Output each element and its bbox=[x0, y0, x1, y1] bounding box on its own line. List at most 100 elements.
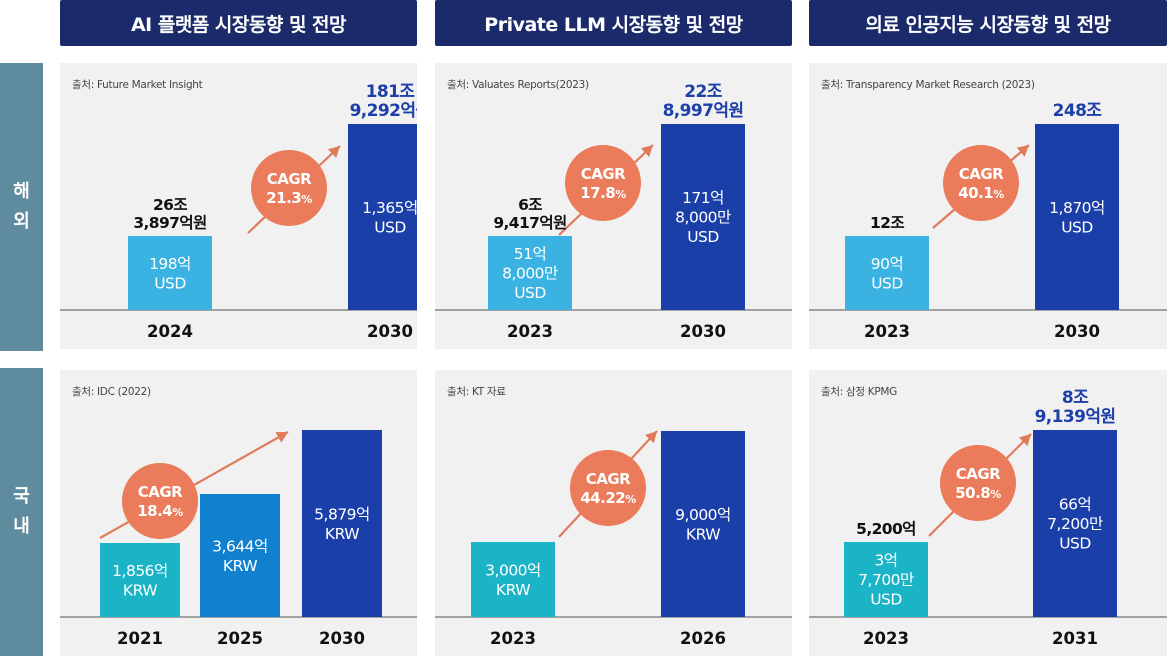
bar-label: USD bbox=[154, 274, 186, 292]
bar bbox=[661, 431, 745, 617]
x-tick-label: 2023 bbox=[864, 322, 910, 341]
bar-label: 3,644억 bbox=[212, 537, 268, 555]
cagr-label: CAGR bbox=[138, 483, 183, 501]
total-label: 22조 bbox=[684, 82, 722, 102]
cagr-label: CAGR bbox=[959, 165, 1004, 183]
bar-label: KRW bbox=[325, 525, 359, 543]
cagr-circle bbox=[122, 463, 198, 539]
chart-source: 출처: Future Market Insight bbox=[72, 79, 203, 91]
bar-label: USD bbox=[374, 218, 406, 236]
bar-label: 1,870억 bbox=[1049, 199, 1105, 217]
cagr-value: 40.1% bbox=[958, 184, 1004, 202]
chart-panel-overseas-ai-platform: 출처: Future Market Insight 198억 USD 2024 26조 3… bbox=[60, 63, 417, 349]
bar-label: KRW bbox=[496, 581, 530, 599]
total-label: 248조 bbox=[1053, 101, 1103, 121]
bar-label: 8,000만 bbox=[502, 265, 558, 283]
cagr-arrow-head bbox=[640, 145, 653, 157]
cagr-label: CAGR bbox=[586, 470, 631, 488]
bar bbox=[661, 124, 745, 310]
bar-label: 1,856억 bbox=[112, 562, 168, 580]
x-tick-label: 2021 bbox=[117, 629, 163, 648]
cagr-label: CAGR bbox=[267, 170, 312, 188]
cagr-arrow-head bbox=[327, 146, 340, 158]
x-tick-label: 2030 bbox=[680, 322, 726, 341]
bar-label: 8,000만 bbox=[675, 209, 731, 227]
total-label: 5,200억 bbox=[856, 519, 916, 538]
header-medical-ai: 의료 인공지능 시장동향 및 전망 bbox=[809, 0, 1167, 46]
cagr-arrow-head bbox=[1018, 434, 1031, 447]
chart-svg: 출처: Transparency Market Research (2023) 9… bbox=[809, 79, 1167, 341]
x-tick-label: 2024 bbox=[147, 322, 193, 341]
header-label: Private LLM 시장동향 및 전망 bbox=[484, 13, 743, 36]
cagr-number: 17.8 bbox=[580, 184, 615, 202]
cagr-arrow-head bbox=[275, 432, 288, 443]
header-label: 의료 인공지능 시장동향 및 전망 bbox=[865, 13, 1111, 36]
bar bbox=[471, 542, 555, 617]
cagr-value: 17.8% bbox=[580, 184, 626, 202]
x-tick-label: 2030 bbox=[367, 322, 413, 341]
x-tick-label: 2023 bbox=[490, 629, 536, 648]
cagr-number: 40.1 bbox=[958, 184, 993, 202]
cagr-percent: % bbox=[615, 188, 626, 201]
cagr-label: CAGR bbox=[581, 165, 626, 183]
bar-label: 7,700만 bbox=[858, 571, 914, 589]
chart-panel-overseas-medical-ai: 출처: Transparency Market Research (2023) 9… bbox=[809, 63, 1167, 349]
total-label: 26조 bbox=[153, 196, 187, 214]
total-label: 8,997억원 bbox=[663, 101, 744, 121]
bar bbox=[128, 236, 212, 310]
chart-panel-domestic-medical-ai: 출처: 삼정 KPMG 3억 7,700만 USD 2023 5,200억 66억 7,200… bbox=[809, 370, 1167, 656]
row-label-overseas: 해 외 bbox=[0, 63, 43, 351]
bar bbox=[844, 542, 928, 617]
chart-source: 출처: KT 자료 bbox=[447, 386, 506, 398]
x-tick-label: 2030 bbox=[1054, 322, 1100, 341]
chart-svg: 출처: KT 자료3,000억KRW20239,000억KRW2026CAGR4… bbox=[435, 386, 792, 648]
row-label-domestic: 국 내 bbox=[0, 368, 43, 656]
bar-label: USD bbox=[1061, 218, 1093, 236]
cagr-number: 21.3 bbox=[266, 189, 301, 207]
total-label: 12조 bbox=[870, 214, 904, 232]
bar-label: USD bbox=[870, 591, 902, 609]
bar-label: USD bbox=[871, 274, 903, 292]
bar-label: USD bbox=[514, 284, 546, 302]
x-tick-label: 2023 bbox=[507, 322, 553, 341]
bar bbox=[302, 430, 382, 617]
bar bbox=[200, 494, 280, 617]
x-tick-label: 2023 bbox=[863, 629, 909, 648]
total-label: 181조 bbox=[366, 82, 416, 102]
bar bbox=[845, 236, 929, 310]
chart-svg: 출처: Future Market Insight198억USD202426조3… bbox=[60, 79, 417, 341]
chart-svg: 출처: IDC (2022)1,856억KRW20213,644억KRW2025… bbox=[60, 386, 417, 648]
header-private-llm: Private LLM 시장동향 및 전망 bbox=[435, 0, 792, 46]
bar-label: KRW bbox=[223, 557, 257, 575]
total-label: 9,139억원 bbox=[1035, 407, 1116, 427]
total-label: 8조 bbox=[1062, 388, 1089, 408]
total-label: 6조 bbox=[518, 196, 542, 214]
bar-label: USD bbox=[687, 228, 719, 246]
bar bbox=[1035, 124, 1119, 310]
cagr-circle bbox=[943, 145, 1019, 221]
chart-source: 출처: 삼정 KPMG bbox=[821, 386, 897, 398]
x-tick-label: 2026 bbox=[680, 629, 726, 648]
bar bbox=[1033, 430, 1117, 617]
cagr-circle bbox=[251, 150, 327, 226]
chart-source: 출처: IDC (2022) bbox=[72, 386, 151, 398]
bar-label: USD bbox=[1059, 535, 1091, 553]
bar-label: 3억 bbox=[874, 552, 897, 570]
cagr-label: CAGR bbox=[956, 465, 1001, 483]
chart-source: 출처: Valuates Reports(2023) bbox=[447, 79, 589, 91]
cagr-number: 50.8 bbox=[955, 484, 990, 502]
x-tick-label: 2031 bbox=[1052, 629, 1098, 648]
chart-svg: 출처: 삼정 KPMG 3억7,700만 USD 2023 5,200억 66억7,200… bbox=[809, 386, 1167, 648]
header-label: AI 플랫폼 시장동향 및 전망 bbox=[130, 13, 347, 36]
x-tick-label: 2025 bbox=[217, 629, 263, 648]
bar-label: KRW bbox=[123, 581, 157, 599]
cagr-percent: % bbox=[993, 188, 1004, 201]
bar-label: KRW bbox=[686, 525, 720, 543]
row-label-char: 해 bbox=[13, 181, 30, 202]
total-label: 9,292억원 bbox=[350, 101, 417, 121]
chart-source: 출처: Transparency Market Research (2023) bbox=[821, 79, 1035, 91]
cagr-number: 44.22 bbox=[580, 489, 625, 507]
x-tick-label: 2030 bbox=[319, 629, 365, 648]
cagr-arrow-head bbox=[645, 431, 657, 444]
total-label: 3,897억원 bbox=[133, 213, 206, 232]
